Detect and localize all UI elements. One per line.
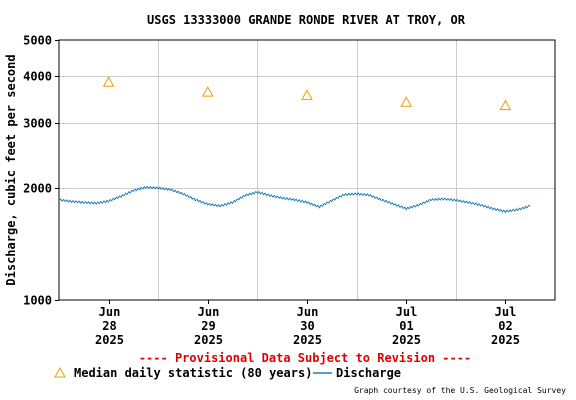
legend: Median daily statistic (80 years) Discha…: [54, 366, 401, 380]
y-tick-label: 2000: [23, 182, 52, 196]
x-tick-label-year: 2025: [392, 333, 421, 347]
chart-title: USGS 13333000 GRANDE RONDE RIVER AT TROY…: [147, 13, 466, 27]
legend-median-label: Median daily statistic (80 years): [74, 366, 312, 380]
x-tick-label-day: 01: [399, 319, 413, 333]
median-triangle-marker: [499, 99, 512, 111]
x-tick-label-year: 2025: [491, 333, 520, 347]
provisional-notice: ---- Provisional Data Subject to Revisio…: [139, 351, 471, 365]
x-tick-label-month: Jul: [495, 305, 517, 319]
median-triangle-marker: [102, 76, 115, 87]
usgs-credit: Graph courtesy of the U.S. Geological Su…: [354, 386, 566, 395]
legend-median-marker: [54, 366, 66, 378]
x-tick-label-month: Jun: [198, 305, 220, 319]
y-axis-ticks: 1000 2000 3000 4000 5000: [23, 34, 59, 308]
x-tick-label-year: 2025: [95, 333, 124, 347]
y-tick-label: 1000: [23, 294, 52, 308]
discharge-line: [58, 185, 531, 214]
x-tick-label-month: Jun: [297, 305, 319, 319]
x-tick-label-month: Jun: [99, 305, 121, 319]
x-tick-label-day: 28: [102, 319, 116, 333]
legend-triangle-symbol: [54, 366, 66, 378]
y-tick-label: 3000: [23, 117, 52, 131]
y-tick-label: 4000: [23, 70, 52, 84]
median-triangle-marker: [400, 96, 413, 107]
y-axis-label: Discharge, cubic feet per second: [4, 54, 18, 285]
y-tick-label: 5000: [23, 34, 52, 48]
x-tick-label-day: 30: [300, 319, 314, 333]
x-axis-ticks: Jun282025Jun292025Jun302025Jul012025Jul0…: [95, 300, 520, 347]
median-triangle-marker: [301, 89, 313, 100]
legend-discharge-label: Discharge: [336, 366, 401, 380]
x-tick-label-day: 29: [201, 319, 215, 333]
x-tick-label-day: 02: [498, 319, 512, 333]
x-tick-label-year: 2025: [293, 333, 322, 347]
median-triangle-marker: [201, 86, 214, 97]
x-tick-label-year: 2025: [194, 333, 223, 347]
x-tick-label-month: Jul: [396, 305, 418, 319]
series-layer: [58, 76, 531, 214]
